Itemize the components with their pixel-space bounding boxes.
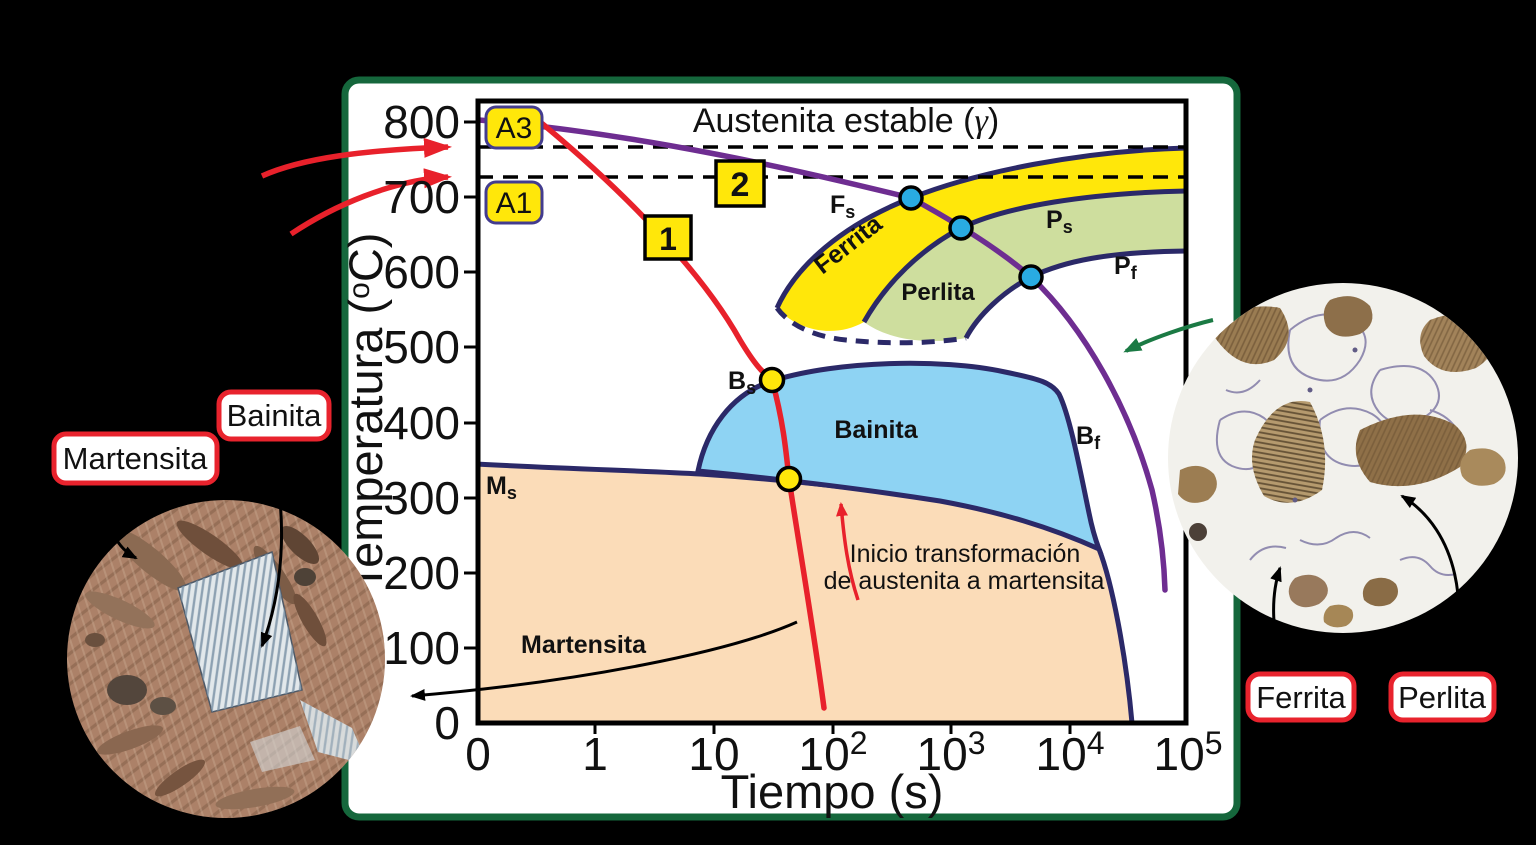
intersection-dots-curve1 [758, 366, 803, 493]
a3-badge [484, 105, 544, 150]
left-micrograph-texture [67, 500, 385, 818]
y-tick-300: 300 [383, 472, 460, 524]
dot-pf-intersection [1018, 264, 1044, 290]
plot-area [478, 117, 1186, 723]
bs-label: Bs [728, 367, 756, 398]
martensita-label-arrow [108, 485, 138, 560]
y-tick-200: 200 [383, 547, 460, 599]
curve2-micrograph-arrow [1123, 318, 1214, 353]
left-micrograph [67, 439, 385, 818]
ps-label: Ps [1046, 206, 1073, 237]
perlita-label-arrow [1400, 494, 1461, 671]
annotation-line2: de austenita a martensita [824, 567, 1105, 595]
photo-labels: Bainita Martensita Ferrita Perlita [51, 389, 1497, 723]
badges: A3 A1 2 1 [484, 105, 766, 261]
x-tick-0: 0 [465, 728, 491, 780]
y-tick-800: 800 [383, 96, 460, 148]
fs-label: Fs [830, 191, 855, 222]
y-axis-ticks [464, 120, 478, 650]
incomplete-transformation-dashed-curve [774, 306, 967, 346]
bainita-label-arrow [260, 439, 284, 648]
dot-ps-intersection [948, 215, 974, 241]
ferrita-photo-label-box [1245, 671, 1357, 723]
region-label-bainita: Bainita [834, 416, 918, 444]
a1-callout-arrow [289, 168, 452, 237]
x-tick-10e4: 104 [1036, 725, 1105, 780]
y-axis-title: Temperatura (oC) [339, 233, 392, 592]
y-tick-500: 500 [383, 321, 460, 373]
ferrita-label-arrow [1270, 566, 1286, 671]
region-ferrita [777, 148, 1186, 331]
x-tick-10e5: 105 [1154, 725, 1223, 780]
region-label-martensita: Martensita [521, 631, 647, 659]
y-axis: 800 700 600 500 400 300 200 100 0 Temper… [339, 96, 478, 749]
x-tick-10e2: 102 [799, 725, 868, 780]
region-label-perlita: Perlita [901, 279, 975, 306]
annotation-arrow [836, 502, 860, 601]
curve1-badge [643, 214, 693, 261]
bainita-photo-label: Bainita [227, 398, 323, 433]
ms-label: Ms [486, 472, 517, 503]
martensita-photo-label-box [51, 431, 220, 486]
dot-ms-intersection [775, 465, 803, 493]
x-axis: 0 1 10 102 103 104 105 Tiempo (s) [465, 723, 1222, 818]
right-micrograph-base [1168, 283, 1518, 633]
bf-label: Bf [1076, 422, 1101, 453]
x-axis-title: Tiempo (s) [721, 765, 944, 818]
a1-badge-label: A1 [496, 187, 533, 220]
a3-callout-arrow [260, 137, 452, 179]
perlita-photo-label: Perlita [1398, 680, 1487, 715]
a1-badge [484, 180, 544, 225]
martensite-start-annotation: Inicio transformación de austenita a mar… [824, 502, 1105, 601]
y-tick-0: 0 [434, 697, 460, 749]
a3-badge-label: A3 [496, 112, 533, 145]
plot-title: Austenita estable (γ) [693, 102, 999, 140]
dot-bs-intersection [758, 366, 786, 394]
y-tick-700: 700 [383, 171, 460, 223]
intersection-dots-curve2 [898, 185, 1044, 290]
x-tick-1: 1 [582, 728, 608, 780]
curve1-badge-label: 1 [659, 221, 677, 257]
curve2-badge [714, 159, 766, 208]
annotation-line1: Inicio transformación [850, 540, 1081, 568]
region-bainita [694, 360, 1104, 554]
bainita-photo-label-box [216, 389, 332, 442]
x-tick-10e3: 103 [917, 725, 986, 780]
y-tick-400: 400 [383, 397, 460, 449]
y-tick-100: 100 [383, 622, 460, 674]
x-axis-ticks [593, 723, 1072, 734]
a3-a1-callout-arrows [260, 137, 452, 237]
pf-label: Pf [1114, 252, 1138, 283]
dot-fs-intersection [898, 185, 924, 211]
curve2-badge-label: 2 [731, 166, 750, 204]
ferrita-photo-label: Ferrita [1256, 680, 1346, 715]
perlita-photo-label-box [1388, 671, 1497, 723]
martensita-photo-label: Martensita [63, 441, 208, 476]
cooling-curve-2 [478, 117, 1168, 593]
y-tick-600: 600 [383, 246, 460, 298]
x-tick-10: 10 [688, 728, 739, 780]
martensita-micrograph-arrow [410, 620, 798, 701]
